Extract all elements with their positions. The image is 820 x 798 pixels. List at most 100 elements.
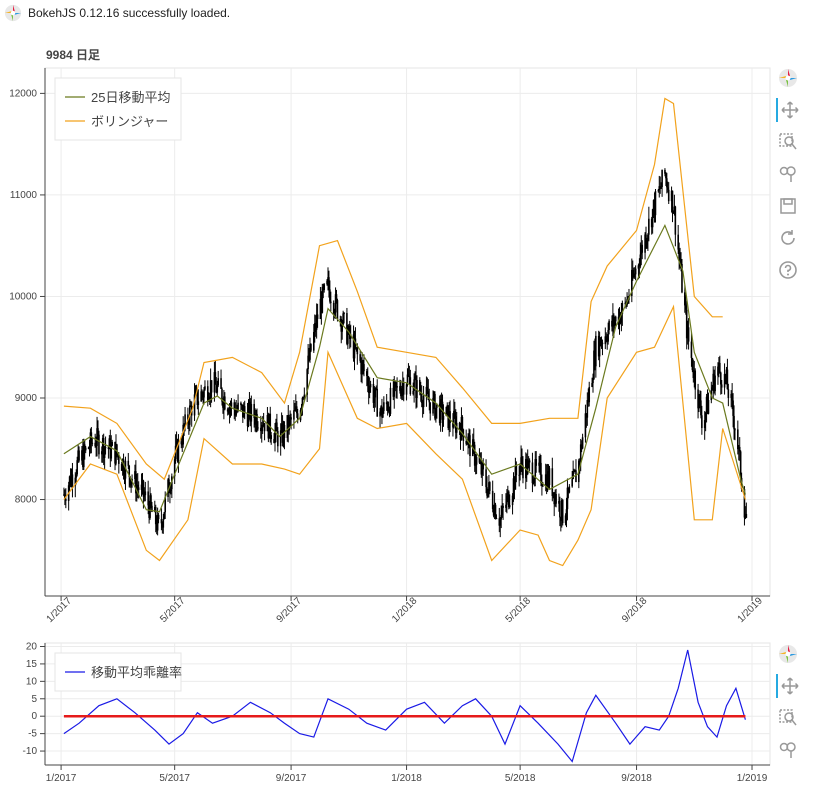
candle-body [269,413,272,436]
candle-body [533,478,536,484]
save-tool-button[interactable] [776,194,800,218]
candle-body [466,443,468,445]
candle-body [558,500,560,504]
candle-body [508,505,511,508]
candle-body [247,408,250,427]
candle-body [227,411,230,414]
candle-body [323,284,326,291]
candle-body [641,244,644,253]
candle-body [731,393,733,401]
candle-body [217,378,220,386]
candle-body [151,505,153,512]
candle-body [472,439,475,445]
candle-body [246,412,249,427]
candle-body [413,379,415,391]
candle-body [249,401,252,422]
candle-body [202,394,204,398]
toolbar-main [776,66,800,290]
candle-body [76,460,78,475]
candle-body [619,313,622,323]
legend-label: 25日移動平均 [91,90,170,105]
candle-body [349,334,352,339]
candle-body [216,385,219,393]
candle-body [491,490,494,509]
candle-body [703,420,706,428]
candle-body [256,413,258,428]
candle-body [518,474,520,476]
candle-body [142,480,145,497]
candle-body [348,325,350,333]
candle-body [428,400,431,403]
candle-body [280,423,283,431]
candle-body [71,474,74,486]
candle-body [586,400,589,418]
candle-body [416,379,418,399]
candle-body [724,374,727,380]
pan-tool-button[interactable] [776,674,802,698]
candle-body [501,505,503,515]
candle-body [339,318,342,320]
candle-body [274,431,276,443]
help-tool-button[interactable] [776,258,800,282]
wheel-zoom-tool-button[interactable] [776,162,800,186]
candle-body [330,301,332,303]
candle-body [719,372,722,385]
reset-tool-button[interactable] [776,226,800,250]
pan-icon [781,677,799,695]
candle-body [718,362,720,367]
bokeh-logo-tool-button[interactable] [776,66,800,90]
wheel-zoom-tool-button[interactable] [776,738,800,762]
candle-body [267,414,270,439]
candle-body [341,324,343,332]
candle-body [230,402,233,407]
box-zoom-tool-button[interactable] [776,130,800,154]
candle-body [631,269,634,278]
candle-body [452,422,454,428]
candle-body [96,428,98,446]
candle-body [154,506,157,525]
candle-body [522,465,524,479]
candle-body [203,389,205,398]
candle-body [587,400,590,403]
candle-body [366,375,369,386]
candle-body [528,460,531,463]
candle-body [505,504,507,508]
candle-body [213,372,216,393]
candle-body [319,298,322,320]
candle-body [684,292,686,306]
candle-body [704,412,707,421]
candle-body [188,422,190,425]
candle-body [215,384,218,393]
candle-body [458,422,461,430]
candle-body [161,523,164,528]
candle-body [289,417,291,419]
candle-body [242,404,244,418]
candle-body [295,406,298,414]
candle-body [401,382,404,389]
candle-body [442,415,445,420]
candle-body [87,447,90,449]
box-zoom-tool-button[interactable] [776,706,800,730]
bokeh-logo-tool-button[interactable] [776,642,800,666]
candle-body [449,411,451,423]
candle-body [147,491,149,506]
candle-body [459,429,462,440]
candle-body [388,409,391,414]
x-tick-label: 5/2018 [504,595,534,625]
candle-body [654,191,657,216]
candle-body [262,423,265,427]
candle-body [312,332,315,351]
candle-body [408,375,411,378]
pan-tool-button[interactable] [776,98,802,122]
legend-label: ボリンジャー [91,114,168,129]
candle-body [568,486,571,493]
candle-body [293,410,295,420]
candle-body [422,395,425,408]
candle-body [489,482,491,491]
candle-body [313,323,316,333]
candle-body [551,468,554,497]
series-line-bollinger-lower [63,304,746,567]
candle-body [657,190,660,192]
candle-body [673,206,676,212]
